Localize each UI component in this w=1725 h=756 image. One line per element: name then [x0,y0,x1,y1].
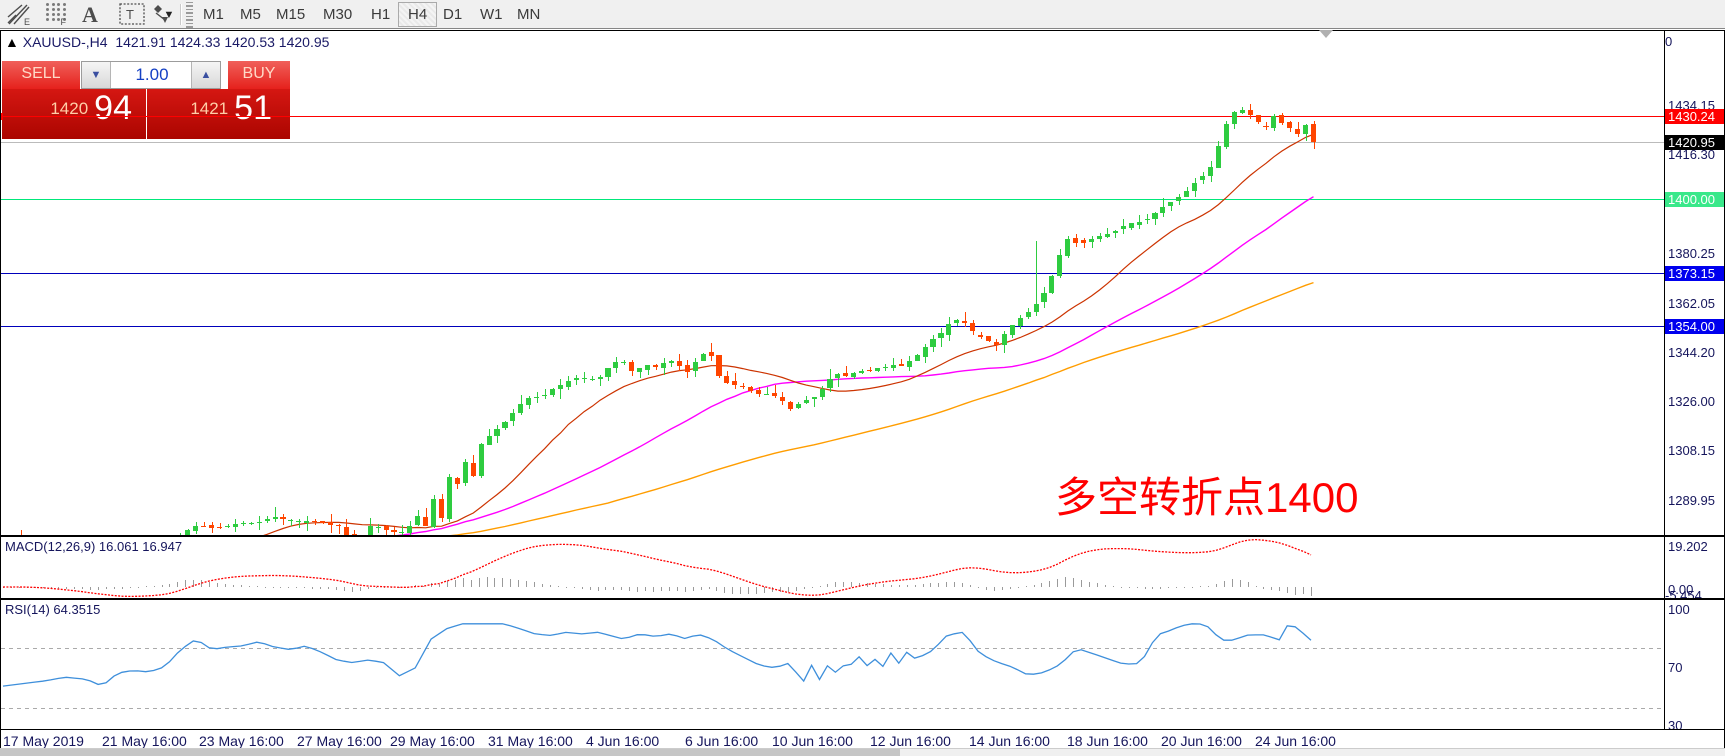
svg-text:E: E [24,17,30,26]
svg-text:T: T [126,7,134,22]
